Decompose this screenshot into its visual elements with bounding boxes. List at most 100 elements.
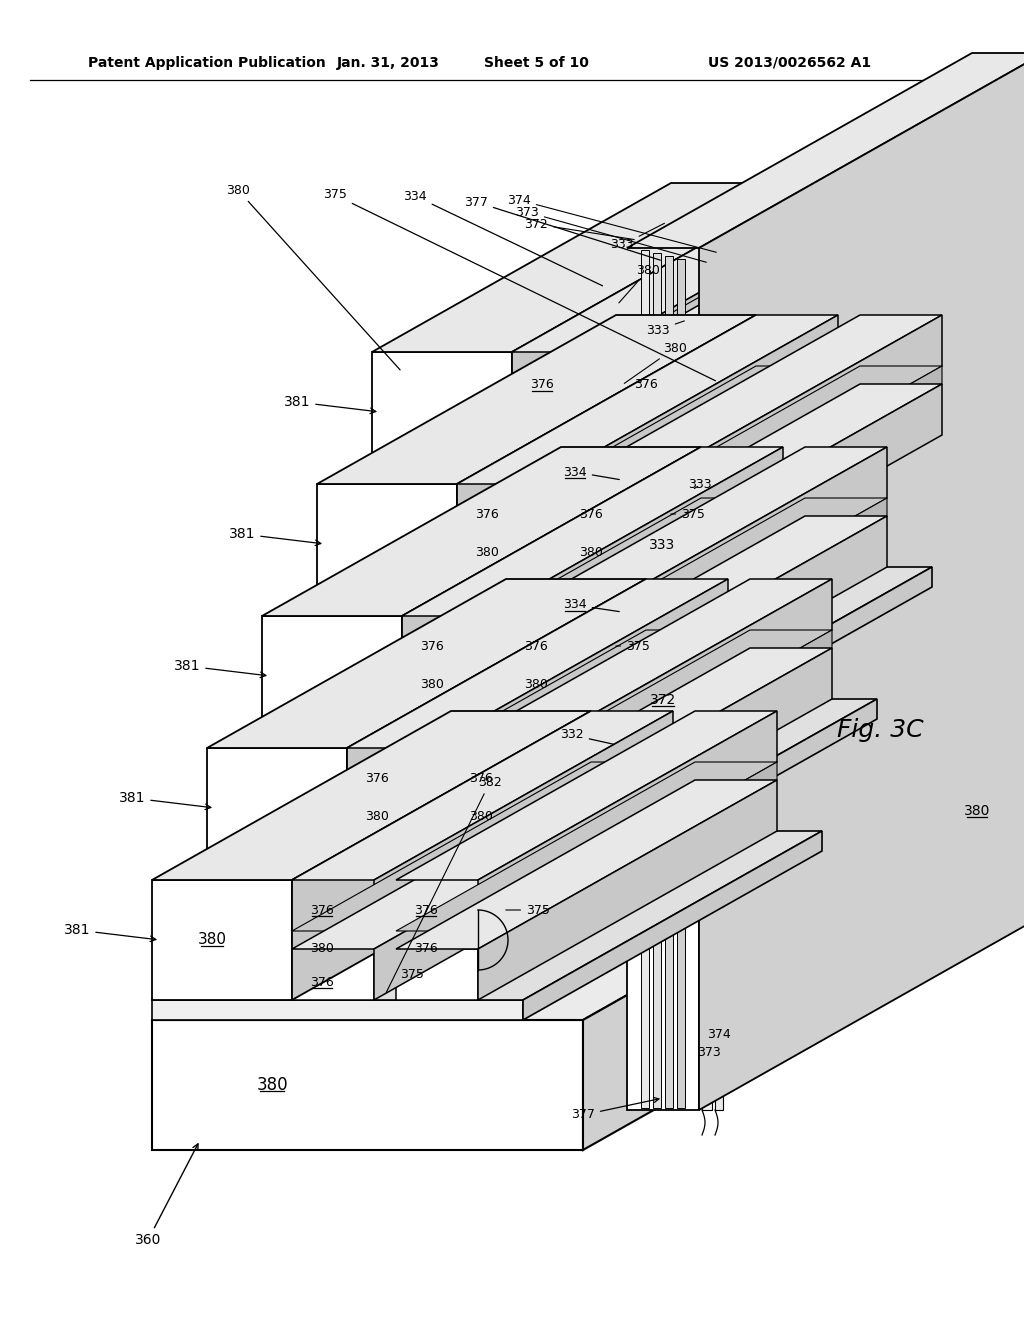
Polygon shape — [292, 780, 673, 949]
Polygon shape — [372, 304, 1024, 473]
Polygon shape — [292, 931, 374, 949]
Text: 332: 332 — [560, 729, 614, 744]
Text: 373: 373 — [697, 1045, 721, 1059]
Polygon shape — [512, 234, 893, 403]
Text: 372: 372 — [650, 693, 676, 708]
Polygon shape — [451, 799, 534, 817]
Text: 380: 380 — [420, 677, 444, 690]
Text: 375: 375 — [506, 903, 550, 916]
Text: 381: 381 — [228, 527, 321, 545]
Polygon shape — [715, 268, 723, 1110]
Polygon shape — [207, 869, 578, 888]
Polygon shape — [523, 832, 822, 1020]
Polygon shape — [627, 248, 699, 1110]
Polygon shape — [402, 516, 783, 685]
Polygon shape — [698, 234, 997, 421]
Polygon shape — [396, 762, 777, 931]
Text: Sheet 5 of 10: Sheet 5 of 10 — [483, 55, 589, 70]
Polygon shape — [207, 748, 347, 869]
Polygon shape — [539, 366, 838, 553]
Polygon shape — [396, 931, 478, 949]
Polygon shape — [506, 667, 588, 685]
Polygon shape — [484, 498, 783, 685]
Polygon shape — [429, 579, 728, 799]
Text: 380: 380 — [366, 809, 389, 822]
Polygon shape — [643, 384, 942, 605]
Text: 377: 377 — [464, 195, 660, 260]
Text: 375: 375 — [400, 969, 424, 982]
Text: 373: 373 — [515, 206, 707, 263]
Polygon shape — [457, 384, 838, 553]
Text: 360: 360 — [135, 1144, 198, 1247]
Text: 380: 380 — [625, 342, 687, 383]
Polygon shape — [561, 553, 643, 605]
Polygon shape — [594, 234, 893, 421]
Polygon shape — [402, 667, 484, 685]
Text: 381: 381 — [63, 923, 156, 941]
Text: 333: 333 — [646, 321, 684, 337]
Polygon shape — [292, 711, 673, 880]
Polygon shape — [402, 685, 484, 737]
Text: 374: 374 — [507, 194, 717, 252]
Text: 372: 372 — [524, 218, 634, 239]
Polygon shape — [512, 252, 893, 421]
Text: 334: 334 — [403, 190, 602, 286]
Polygon shape — [451, 579, 831, 748]
Polygon shape — [698, 252, 997, 473]
Polygon shape — [506, 616, 588, 667]
Text: 375: 375 — [671, 507, 705, 520]
Polygon shape — [561, 366, 942, 535]
Polygon shape — [207, 700, 877, 869]
Polygon shape — [643, 315, 942, 535]
Polygon shape — [317, 605, 688, 624]
Text: 380: 380 — [256, 1076, 288, 1094]
Text: 376: 376 — [475, 507, 499, 520]
Polygon shape — [698, 183, 997, 403]
Text: 380: 380 — [469, 809, 493, 822]
Polygon shape — [396, 880, 478, 931]
Text: Fig. 3C: Fig. 3C — [837, 718, 924, 742]
Text: 380: 380 — [198, 932, 226, 948]
Polygon shape — [616, 234, 997, 403]
Polygon shape — [457, 315, 756, 605]
Polygon shape — [374, 711, 673, 931]
Polygon shape — [594, 352, 616, 473]
Polygon shape — [402, 447, 701, 737]
Polygon shape — [616, 403, 698, 421]
Polygon shape — [578, 700, 877, 888]
Polygon shape — [478, 762, 777, 949]
Polygon shape — [484, 447, 783, 667]
Text: 333: 333 — [610, 223, 665, 252]
Polygon shape — [396, 711, 777, 880]
Text: 376: 376 — [414, 941, 438, 954]
Polygon shape — [402, 616, 484, 667]
Polygon shape — [347, 817, 429, 869]
Polygon shape — [594, 183, 893, 403]
Polygon shape — [677, 259, 685, 1107]
Text: 334: 334 — [563, 466, 620, 479]
Polygon shape — [374, 880, 396, 1001]
Polygon shape — [429, 748, 451, 869]
Polygon shape — [484, 616, 506, 737]
Polygon shape — [484, 516, 783, 737]
Polygon shape — [451, 630, 831, 799]
Text: 376: 376 — [634, 379, 657, 392]
Text: 380: 380 — [964, 804, 990, 818]
Polygon shape — [317, 436, 987, 605]
Polygon shape — [457, 553, 539, 605]
Text: 376: 376 — [414, 903, 438, 916]
Text: 376: 376 — [530, 379, 554, 392]
Polygon shape — [561, 535, 643, 553]
Polygon shape — [539, 315, 838, 535]
Polygon shape — [451, 648, 831, 817]
Polygon shape — [292, 711, 591, 1001]
Polygon shape — [347, 648, 728, 817]
Polygon shape — [152, 1020, 583, 1150]
Text: 376: 376 — [366, 771, 389, 784]
Polygon shape — [616, 183, 997, 352]
Polygon shape — [506, 516, 887, 685]
Polygon shape — [534, 648, 831, 869]
Polygon shape — [451, 817, 534, 869]
Polygon shape — [539, 384, 838, 605]
Polygon shape — [347, 799, 429, 817]
